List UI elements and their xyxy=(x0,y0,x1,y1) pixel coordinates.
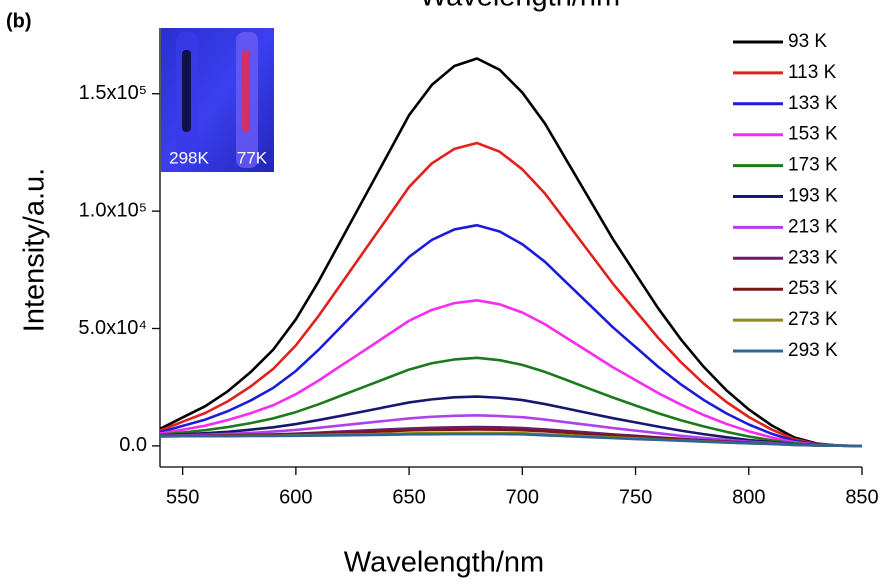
x-tick-label: 650 xyxy=(392,486,425,508)
sample-77k xyxy=(242,50,250,132)
x-tick-label: 850 xyxy=(845,486,878,508)
legend-label: 173 K xyxy=(788,155,838,176)
series-line xyxy=(159,395,863,448)
legend-label: 153 K xyxy=(788,124,838,145)
series-line xyxy=(159,57,863,448)
legend-label: 293 K xyxy=(788,340,838,361)
x-tick-label: 700 xyxy=(506,486,539,508)
y-tick-label: 1.0x10⁵ xyxy=(79,199,147,221)
legend-label: 93 K xyxy=(788,31,827,52)
y-tick-label: 0.0 xyxy=(119,434,147,456)
legend-label: 253 K xyxy=(788,278,838,299)
y-tick-label: 5.0x10⁴ xyxy=(78,317,147,339)
sample-298k xyxy=(182,50,191,132)
legend-label: 213 K xyxy=(788,216,838,237)
x-tick-label: 800 xyxy=(732,486,765,508)
legend-label: 133 K xyxy=(788,93,838,114)
x-tick-label: 550 xyxy=(166,486,199,508)
x-tick-label: 750 xyxy=(619,486,652,508)
plot-area: 0.0 5.0x10⁴ 1.0x10⁵ 1.5x10⁵ 550 600 650 700 750 8… xyxy=(78,28,879,508)
series-line xyxy=(159,356,863,448)
legend-label: 233 K xyxy=(788,247,838,268)
panel-label: (b) xyxy=(6,10,32,32)
y-tick-label: 1.5x10⁵ xyxy=(79,82,147,104)
y-axis-title: Intensity/a.u. xyxy=(19,168,51,332)
x-tick-label: 600 xyxy=(279,486,312,508)
series-line xyxy=(159,141,863,448)
legend-label: 273 K xyxy=(788,309,838,330)
inset-label: 77K xyxy=(237,148,268,167)
inset-photo: 298K 77K xyxy=(161,28,274,172)
legend-label: 193 K xyxy=(788,186,838,207)
inset-label: 298K xyxy=(169,148,209,167)
legend-label: 113 K xyxy=(788,62,837,83)
series-line xyxy=(159,432,863,448)
series-line xyxy=(159,223,863,448)
series-line xyxy=(159,299,863,448)
x-axis-title: Wavelength/nm xyxy=(344,547,544,579)
clipped-header: Wavelength/nm xyxy=(420,0,620,13)
